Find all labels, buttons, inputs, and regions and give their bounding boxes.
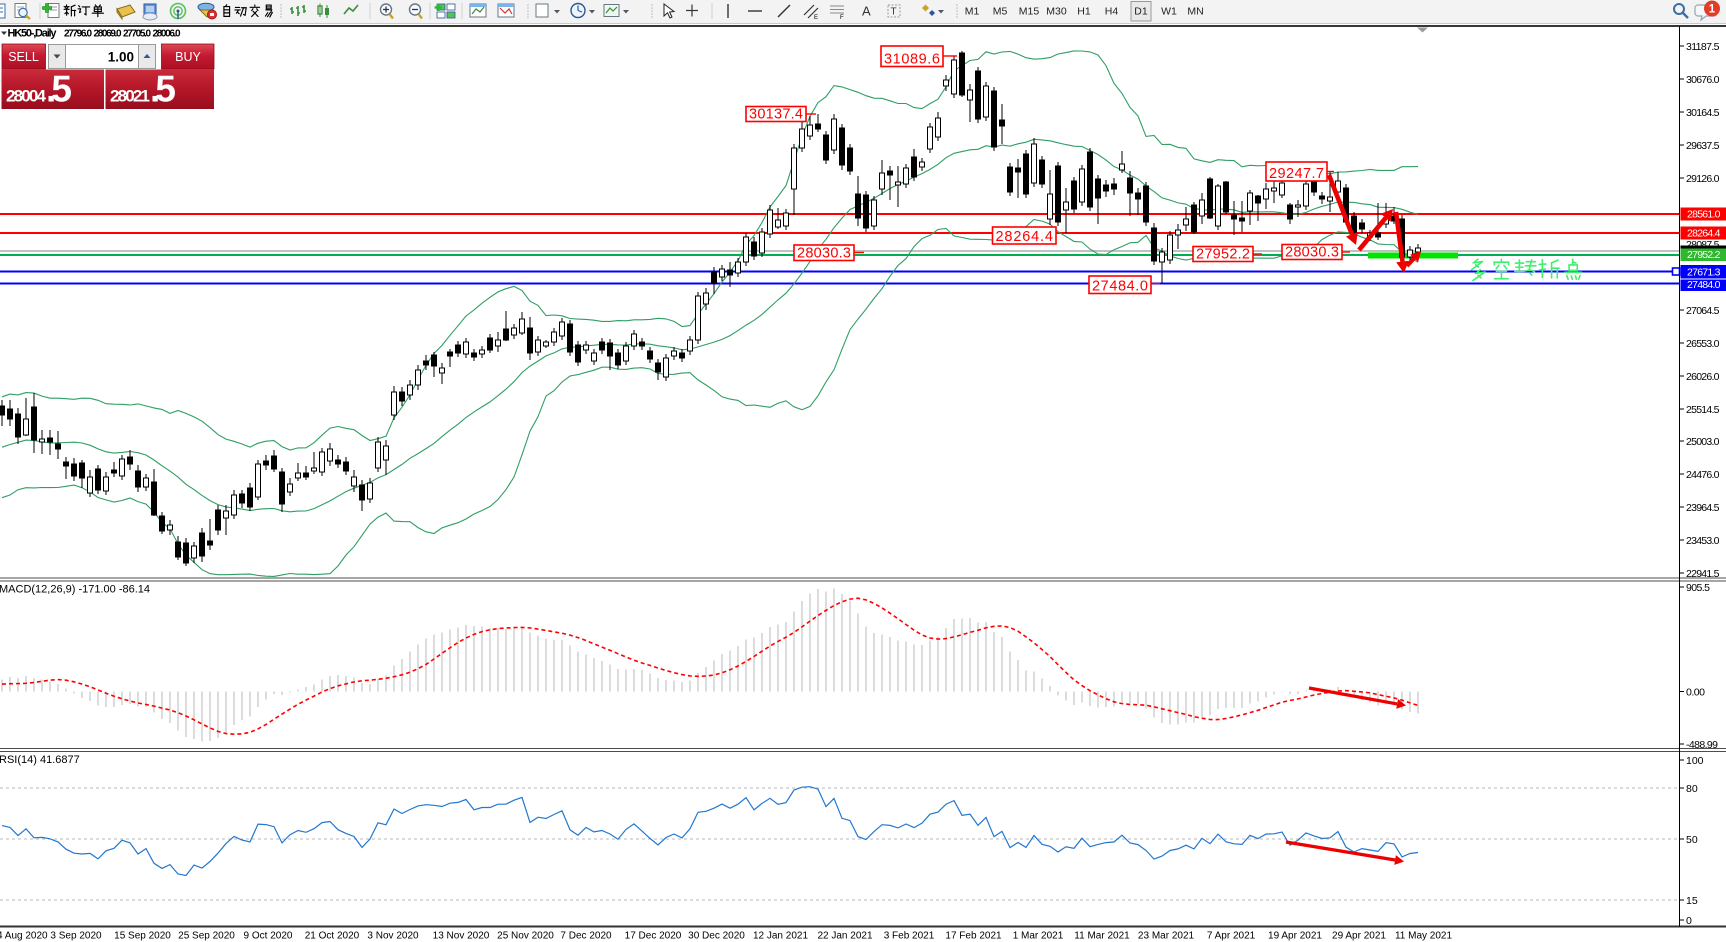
svg-text:28069.0: 28069.0 [94,29,122,40]
svg-text:30 Dec 2020: 30 Dec 2020 [688,931,745,942]
svg-text:D1: D1 [1134,6,1148,18]
svg-text:28264.4: 28264.4 [996,229,1054,245]
svg-text:3 Feb 2021: 3 Feb 2021 [884,931,935,942]
svg-text:0.00: 0.00 [1686,686,1705,698]
svg-text:13 Nov 2020: 13 Nov 2020 [433,931,490,942]
svg-text:29 Apr 2021: 29 Apr 2021 [1332,931,1386,942]
svg-text:28021: 28021 [110,87,150,106]
svg-text:25 Sep 2020: 25 Sep 2020 [178,931,235,942]
svg-text:26026.0: 26026.0 [1686,371,1720,383]
svg-text:4 Aug 2020: 4 Aug 2020 [0,931,48,942]
svg-text:17 Feb 2021: 17 Feb 2021 [945,931,1002,942]
svg-text:28006.0: 28006.0 [153,29,181,40]
svg-text:29637.5: 29637.5 [1686,140,1720,152]
svg-text:T: T [891,7,897,18]
svg-text:24476.0: 24476.0 [1686,469,1720,481]
svg-text:30676.0: 30676.0 [1686,74,1720,86]
svg-text:23453.0: 23453.0 [1686,535,1720,547]
svg-text:28561.0: 28561.0 [1687,209,1721,221]
svg-text:25 Nov 2020: 25 Nov 2020 [497,931,554,942]
svg-text:HK50-,Daily: HK50-,Daily [8,28,58,40]
svg-text:28030.3: 28030.3 [797,245,851,261]
svg-text:3 Sep 2020: 3 Sep 2020 [50,931,102,942]
svg-text:25514.5: 25514.5 [1686,404,1720,416]
svg-text:1 Mar 2021: 1 Mar 2021 [1013,931,1064,942]
svg-text:22 Jan 2021: 22 Jan 2021 [817,931,872,942]
svg-text:.5: .5 [150,69,176,110]
svg-text:17 Dec 2020: 17 Dec 2020 [625,931,682,942]
svg-text:RSI(14) 41.6877: RSI(14) 41.6877 [0,754,80,766]
svg-text:27952.2: 27952.2 [1687,249,1721,261]
svg-text:25003.0: 25003.0 [1686,436,1720,448]
svg-text:M30: M30 [1046,6,1067,18]
svg-text:29126.0: 29126.0 [1686,173,1720,185]
svg-text:3 Nov 2020: 3 Nov 2020 [367,931,419,942]
svg-text:MACD(12,26,9) -171.00 -86.14: MACD(12,26,9) -171.00 -86.14 [0,584,150,596]
svg-text:A: A [862,4,871,19]
svg-text:15 Sep 2020: 15 Sep 2020 [114,931,171,942]
svg-text:E: E [814,15,818,21]
svg-text:11 Mar 2021: 11 Mar 2021 [1074,931,1130,942]
svg-text:-488.99: -488.99 [1686,739,1718,751]
svg-text:27671.3: 27671.3 [1687,267,1721,279]
svg-text:F: F [840,15,844,21]
svg-text:SELL: SELL [8,50,39,64]
svg-text:28030.3: 28030.3 [1285,244,1339,260]
svg-text:50: 50 [1686,834,1698,846]
svg-text:26553.0: 26553.0 [1686,338,1720,350]
svg-text:7 Dec 2020: 7 Dec 2020 [560,931,612,942]
svg-text:1: 1 [1709,4,1716,16]
svg-text:31187.5: 31187.5 [1686,41,1720,53]
svg-text:30164.5: 30164.5 [1686,107,1720,119]
svg-text:23964.5: 23964.5 [1686,502,1720,514]
svg-text:11 May 2021: 11 May 2021 [1395,931,1453,942]
svg-text:27796.0: 27796.0 [64,29,92,40]
svg-text:.5: .5 [46,69,72,110]
svg-text:27064.5: 27064.5 [1686,305,1720,317]
svg-text:9 Oct 2020: 9 Oct 2020 [244,931,293,942]
svg-text:22941.5: 22941.5 [1686,568,1720,580]
svg-text:BUY: BUY [175,50,201,64]
svg-text:H4: H4 [1105,6,1119,18]
svg-text:28264.4: 28264.4 [1687,228,1721,240]
svg-text:31089.6: 31089.6 [884,51,940,67]
svg-text:7 Apr 2021: 7 Apr 2021 [1207,931,1256,942]
svg-text:28004: 28004 [6,87,47,106]
svg-text:100: 100 [1686,755,1704,767]
svg-text:21 Oct 2020: 21 Oct 2020 [305,931,360,942]
svg-text:M1: M1 [965,6,980,18]
svg-text:M5: M5 [993,6,1008,18]
svg-text:27705.0: 27705.0 [123,29,151,40]
svg-text:27952.2: 27952.2 [1196,246,1250,262]
svg-text:0: 0 [1686,915,1692,927]
svg-text:29247.7: 29247.7 [1269,166,1324,182]
svg-text:19 Apr 2021: 19 Apr 2021 [1268,931,1322,942]
svg-text:15: 15 [1686,895,1698,907]
svg-text:MN: MN [1187,6,1203,18]
svg-text:80: 80 [1686,783,1698,795]
svg-text:M15: M15 [1019,6,1040,18]
svg-text:23 Mar 2021: 23 Mar 2021 [1138,931,1195,942]
svg-text:W1: W1 [1161,6,1177,18]
svg-text:27484.0: 27484.0 [1092,278,1148,294]
svg-text:905.5: 905.5 [1686,582,1710,594]
svg-text:H1: H1 [1077,6,1091,18]
svg-text:30137.4: 30137.4 [749,106,803,122]
svg-text:1.00: 1.00 [108,50,134,65]
svg-text:27484.0: 27484.0 [1687,279,1721,291]
svg-text:12 Jan 2021: 12 Jan 2021 [753,931,808,942]
